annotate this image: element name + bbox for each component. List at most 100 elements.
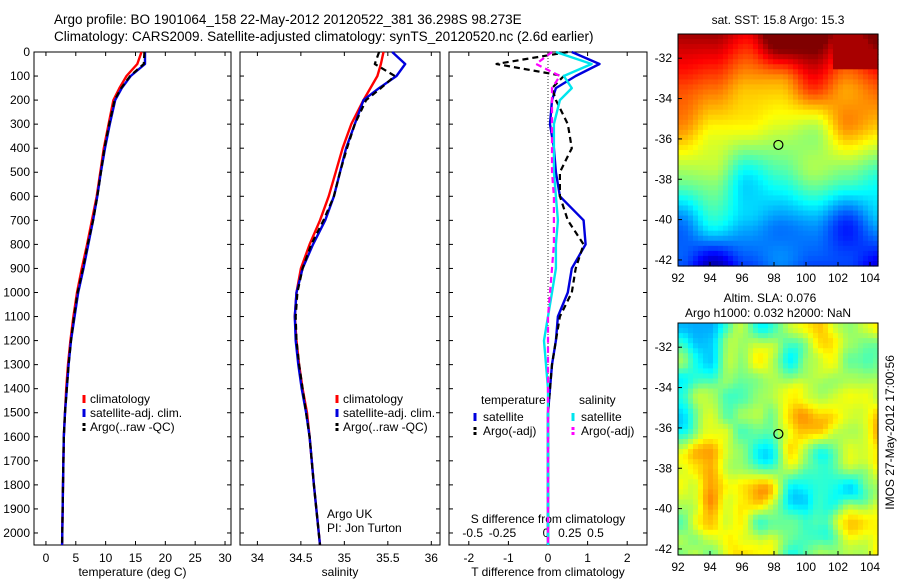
sla_map-cell — [783, 439, 789, 445]
sla_map-cell — [748, 449, 754, 455]
sla_map-cell — [698, 549, 704, 556]
sst_map-cell — [748, 144, 754, 151]
sst_map-cell — [853, 34, 859, 40]
sst_map-cell — [718, 129, 724, 136]
sst_map-cell — [678, 114, 684, 121]
sst_map-cell — [753, 104, 759, 111]
sst_map-cell — [818, 119, 824, 126]
sst_map-cell — [728, 245, 734, 252]
sla_map-cell — [753, 454, 759, 460]
sla_map-cell — [783, 343, 789, 349]
sst_map-cell — [803, 119, 809, 126]
sla_map-cell — [788, 378, 794, 385]
sla_map-xtick-label: 94 — [703, 560, 717, 574]
sst_map-cell — [818, 225, 824, 232]
sst_map-cell — [753, 54, 759, 60]
sla_map-cell — [853, 484, 859, 491]
sla_map-cell — [853, 403, 859, 410]
sla_map-cell — [873, 338, 879, 344]
sla_map-cell — [798, 524, 804, 531]
sla_map-cell — [838, 439, 844, 445]
sst_map-cell — [778, 255, 784, 262]
sst_map-cell — [818, 170, 824, 176]
sla_map-cell — [858, 348, 864, 354]
sla_map-cell — [798, 549, 804, 556]
sst_map-cell — [828, 69, 834, 75]
sst_map-cell — [708, 84, 714, 91]
sst_map-cell — [808, 64, 814, 70]
sla_map-cell — [788, 413, 794, 420]
sla_map-cell — [738, 388, 744, 395]
sla_map-cell — [748, 348, 754, 354]
sst_map-cell — [873, 64, 879, 70]
sst_map-cell — [768, 200, 774, 207]
sst_map-cell — [678, 255, 684, 262]
diff-legend-title: temperature — [481, 393, 546, 407]
sla_map-cell — [838, 348, 844, 354]
sst_map-cell — [723, 235, 729, 242]
sla_map-cell — [768, 343, 774, 349]
diff-legend-label: satellite — [483, 410, 524, 424]
sla_map-cell — [708, 444, 714, 450]
sst_map-cell — [818, 185, 824, 191]
sla_map-cell — [763, 408, 769, 415]
sla_map-cell — [758, 428, 764, 435]
sst_map-cell — [823, 215, 829, 222]
sst_map-cell — [798, 89, 804, 96]
sst_map-cell — [778, 230, 784, 237]
sla_map-cell — [803, 514, 809, 521]
sla_map-cell — [803, 449, 809, 455]
sst_map-cell — [718, 180, 724, 186]
sst_map-cell — [868, 210, 874, 217]
sla_map-cell — [858, 549, 864, 556]
sst_map-cell — [758, 74, 764, 80]
sla_map-cell — [823, 454, 829, 460]
sst_map-cell — [693, 200, 699, 207]
sla_map-cell — [738, 489, 744, 496]
sst_map-cell — [798, 79, 804, 86]
sla_map-cell — [713, 388, 719, 395]
sst_map-cell — [783, 190, 789, 196]
sla_map-cell — [758, 343, 764, 349]
sst_map-cell — [698, 104, 704, 111]
sla_map-cell — [793, 549, 799, 556]
sst_map-xtick-label: 94 — [703, 271, 717, 285]
sla_map-cell — [693, 454, 699, 460]
sla_map-cell — [768, 454, 774, 460]
sst_map-cell — [818, 255, 824, 262]
sla_map-cell — [798, 363, 804, 369]
sla_map-cell — [688, 474, 694, 480]
sst_map-cell — [713, 119, 719, 126]
sla_map-cell — [778, 534, 784, 541]
sla_map-argo-marker — [773, 428, 784, 440]
sst_map-cell — [813, 109, 819, 116]
sla_map-cell — [853, 413, 859, 420]
sla_map-cell — [708, 504, 714, 511]
sst_map-cell — [778, 104, 784, 111]
sst_map-cell — [738, 129, 744, 136]
sst_map-cell — [678, 210, 684, 217]
sst_map-cell — [713, 34, 719, 40]
sst_map-cell — [703, 240, 709, 247]
sst_map-cell — [783, 44, 789, 50]
sst_map-cell — [748, 150, 754, 156]
sst_map-cell — [728, 59, 734, 65]
sst_map-cell — [703, 124, 709, 131]
sst_map-cell — [873, 205, 879, 212]
sla_map-cell — [763, 388, 769, 395]
sst_map-cell — [863, 220, 869, 227]
sla_map-cell — [713, 338, 719, 344]
sla_map-cell — [838, 353, 844, 359]
sst_map-cell — [823, 220, 829, 227]
sst_map-cell — [863, 260, 869, 267]
sst_map-cell — [803, 99, 809, 106]
sst_map-cell — [853, 79, 859, 86]
sst_map-cell — [703, 39, 709, 45]
sst_map-cell — [843, 104, 849, 111]
sla_map-cell — [778, 348, 784, 354]
sla_map-cell — [753, 368, 759, 375]
sst_map-cell — [843, 215, 849, 222]
sla_map-cell — [678, 368, 684, 375]
sst_map-cell — [683, 44, 689, 50]
sst_map-cell — [733, 150, 739, 156]
